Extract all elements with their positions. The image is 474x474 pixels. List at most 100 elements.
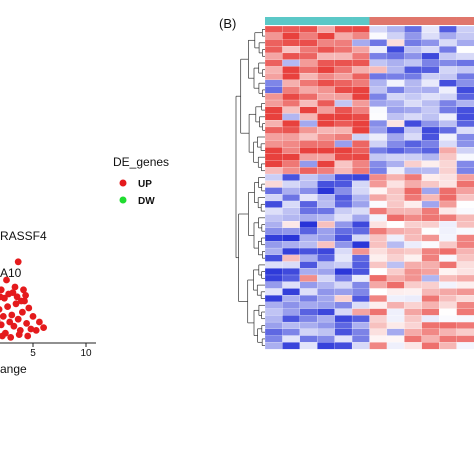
heatmap-cell (317, 32, 335, 40)
heatmap-cell (351, 194, 370, 202)
heatmap-cell (404, 308, 423, 316)
heatmap-cell (264, 308, 283, 316)
heatmap-cell (386, 234, 405, 242)
heatmap-cell (351, 147, 370, 155)
heatmap-cell (404, 321, 423, 330)
heatmap-cell (386, 315, 405, 323)
heatmap-cell (299, 99, 318, 108)
data-point-up (32, 327, 40, 334)
heatmap-cell (439, 160, 457, 168)
heatmap-cell (369, 342, 388, 350)
heatmap-cell (439, 221, 457, 229)
group-bar-segment-a (282, 17, 301, 25)
heatmap-cell (439, 268, 457, 276)
heatmap-cell (421, 247, 440, 256)
heatmap-cell (351, 99, 370, 108)
data-point-up (0, 321, 5, 329)
heatmap-cell (317, 99, 335, 108)
heatmap-cell (282, 214, 301, 222)
heatmap-cell (317, 167, 335, 175)
heatmap-cell (404, 335, 423, 343)
heatmap-cell (404, 301, 423, 309)
heatmap-cell (317, 214, 335, 222)
data-point-up (19, 308, 26, 316)
heatmap-cell (456, 261, 474, 269)
data-point-up (24, 332, 32, 340)
heatmap-cell (299, 113, 318, 121)
heatmap-cell (439, 321, 457, 330)
heatmap-cell (369, 52, 388, 60)
heatmap-cell (351, 221, 370, 229)
heatmap-cell (299, 342, 318, 350)
heatmap-cell (334, 133, 353, 141)
data-point-up (0, 313, 7, 320)
heatmap-cell (369, 315, 388, 323)
heatmap-cell (439, 52, 457, 60)
group-bar-segment-a (317, 17, 335, 25)
heatmap-cell (439, 120, 457, 128)
heatmap-cell (421, 274, 440, 283)
heatmap-cell (282, 315, 301, 323)
heatmap-cell (456, 93, 474, 101)
heatmap-cell (439, 328, 457, 336)
heatmap-cell (404, 227, 423, 235)
heatmap-cell (369, 234, 388, 242)
data-point-up (22, 292, 29, 299)
heatmap-cell (369, 180, 388, 188)
heatmap-cell (439, 46, 457, 54)
heatmap-cell (439, 79, 457, 87)
heatmap-cell (421, 66, 440, 74)
heatmap-cell (421, 254, 440, 262)
heatmap-cell (334, 25, 353, 34)
heatmap-cell (456, 274, 474, 283)
heatmap-cell (317, 254, 335, 262)
heatmap-cell (334, 173, 353, 182)
heatmap-cell (299, 140, 318, 148)
heatmap-cell (386, 167, 405, 175)
heatmap-cell (317, 52, 335, 60)
heatmap-cell (369, 133, 388, 141)
heatmap-cell (264, 207, 283, 215)
heatmap-cell (351, 173, 370, 182)
heatmap-cell (404, 200, 423, 209)
heatmap-cell (404, 32, 423, 40)
heatmap-cell (351, 180, 370, 188)
heatmap-cell (299, 66, 318, 74)
heatmap-cell (369, 153, 388, 161)
heatmap-cell (439, 234, 457, 242)
heatmap-cell (456, 46, 474, 54)
heatmap-cell (386, 308, 405, 316)
data-point-up (40, 324, 47, 331)
heatmap-cell (334, 99, 353, 108)
heatmap-cell (334, 72, 353, 81)
heatmap-cell (386, 86, 405, 94)
heatmap-cell (369, 72, 388, 81)
heatmap-cell (299, 167, 318, 175)
heatmap-cell (369, 173, 388, 182)
heatmap-cell (299, 308, 318, 316)
heatmap-cell (369, 328, 388, 336)
heatmap-cell (264, 234, 283, 242)
heatmap-cell (404, 315, 423, 323)
heatmap-cell (421, 221, 440, 229)
heatmap-cell (317, 321, 335, 330)
heatmap-cell (386, 93, 405, 101)
heatmap-cell (369, 32, 388, 40)
heatmap-cell (421, 295, 440, 303)
heatmap-cell (334, 180, 353, 188)
heatmap-cell (439, 72, 457, 81)
heatmap-cell (334, 66, 353, 74)
data-point-up (13, 293, 21, 301)
heatmap-cell (334, 140, 353, 148)
heatmap-cell (439, 254, 457, 262)
heatmap-cell (439, 295, 457, 303)
heatmap-cell (439, 281, 457, 289)
heatmap-cell (334, 342, 353, 350)
heatmap-cell (334, 120, 353, 128)
heatmap-cell (456, 200, 474, 209)
heatmap-cell (334, 86, 353, 94)
heatmap-cell (317, 194, 335, 202)
heatmap-cell (439, 180, 457, 188)
heatmap-cell (351, 39, 370, 47)
heatmap-cell (317, 86, 335, 94)
